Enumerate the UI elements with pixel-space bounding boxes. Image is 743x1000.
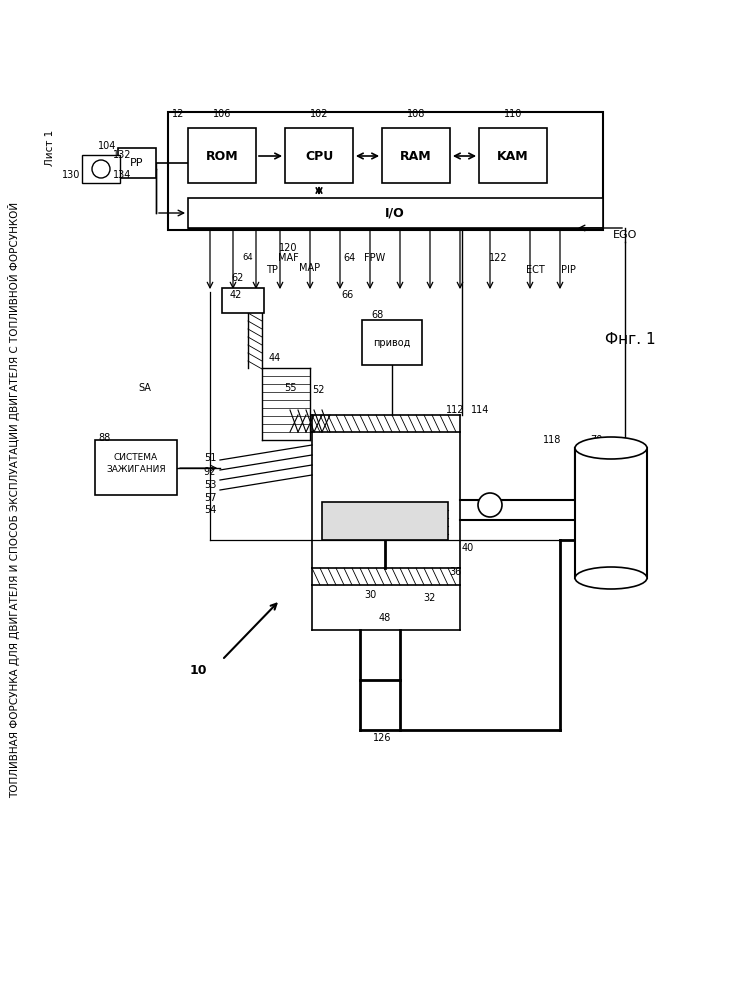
Text: 68: 68 <box>372 310 384 320</box>
Bar <box>479 128 547 183</box>
Text: 55: 55 <box>284 383 296 393</box>
Text: 122: 122 <box>489 253 507 263</box>
Text: RAM: RAM <box>400 149 432 162</box>
Text: СИСТЕМА: СИСТЕМА <box>114 454 158 462</box>
Bar <box>118 148 156 178</box>
Text: 62: 62 <box>232 273 244 283</box>
Text: CPU: CPU <box>305 149 333 162</box>
Text: 51: 51 <box>204 453 216 463</box>
Text: MAP: MAP <box>299 263 320 273</box>
Text: ECT: ECT <box>525 265 545 275</box>
Text: 130: 130 <box>62 170 80 180</box>
Text: 54: 54 <box>204 505 216 515</box>
Text: PIP: PIP <box>560 265 575 275</box>
Text: 44: 44 <box>269 353 281 363</box>
Bar <box>285 128 353 183</box>
Ellipse shape <box>575 567 647 589</box>
Text: 48: 48 <box>379 613 391 623</box>
Text: 32: 32 <box>424 593 436 603</box>
Text: KAM: KAM <box>497 149 529 162</box>
Text: TP: TP <box>266 265 278 275</box>
Text: 104: 104 <box>97 141 116 151</box>
Text: Фнг. 1: Фнг. 1 <box>605 332 655 348</box>
Bar <box>168 112 603 230</box>
Text: 30: 30 <box>364 590 376 600</box>
Text: 57: 57 <box>204 493 216 503</box>
Text: 108: 108 <box>407 109 425 119</box>
Text: привод: привод <box>373 338 411 348</box>
Text: 70: 70 <box>590 435 602 445</box>
Text: SA: SA <box>138 383 152 393</box>
Text: 64: 64 <box>243 253 253 262</box>
Text: 40: 40 <box>462 543 474 553</box>
Text: 88: 88 <box>98 433 110 443</box>
Text: 134: 134 <box>113 170 132 180</box>
Text: 102: 102 <box>310 109 328 119</box>
Bar <box>82 155 120 183</box>
Text: 53: 53 <box>204 480 216 490</box>
Ellipse shape <box>575 437 647 459</box>
Text: 64: 64 <box>344 253 356 263</box>
Text: 118: 118 <box>543 435 561 445</box>
Text: 66: 66 <box>342 290 354 300</box>
Text: 92: 92 <box>204 467 216 477</box>
Bar <box>188 198 603 228</box>
Text: 110: 110 <box>504 109 522 119</box>
Text: 106: 106 <box>212 109 231 119</box>
Bar <box>95 440 177 495</box>
Text: EGO: EGO <box>613 230 637 240</box>
Text: Лист 1: Лист 1 <box>45 130 55 166</box>
Text: PP: PP <box>130 158 143 168</box>
Text: 36: 36 <box>449 567 461 577</box>
Text: MAF: MAF <box>278 253 299 263</box>
Text: 12: 12 <box>172 109 184 119</box>
Bar <box>382 128 450 183</box>
Text: 132: 132 <box>113 150 132 160</box>
Text: 120: 120 <box>279 243 297 253</box>
Bar <box>362 320 422 365</box>
Text: 10: 10 <box>189 664 207 676</box>
Text: ROM: ROM <box>206 149 239 162</box>
Text: ЗАЖИГАНИЯ: ЗАЖИГАНИЯ <box>106 466 166 475</box>
Text: FPW: FPW <box>364 253 386 263</box>
Text: 42: 42 <box>230 290 242 300</box>
Text: I/O: I/O <box>385 207 405 220</box>
Bar <box>575 448 647 578</box>
Text: 112: 112 <box>446 405 464 415</box>
Text: 52: 52 <box>312 385 324 395</box>
Circle shape <box>478 493 502 517</box>
Bar <box>322 502 448 540</box>
Text: ТОПЛИВНАЯ ФОРСУНКА ДЛЯ ДВИГАТЕЛЯ И СПОСОБ ЭКСПЛУАТАЦИИ ДВИГАТЕЛЯ С ТОПЛИВНОЙ ФОР: ТОПЛИВНАЯ ФОРСУНКА ДЛЯ ДВИГАТЕЛЯ И СПОСО… <box>8 202 20 798</box>
Bar <box>188 128 256 183</box>
Text: 114: 114 <box>471 405 489 415</box>
Bar <box>222 288 264 313</box>
Text: 126: 126 <box>373 733 392 743</box>
